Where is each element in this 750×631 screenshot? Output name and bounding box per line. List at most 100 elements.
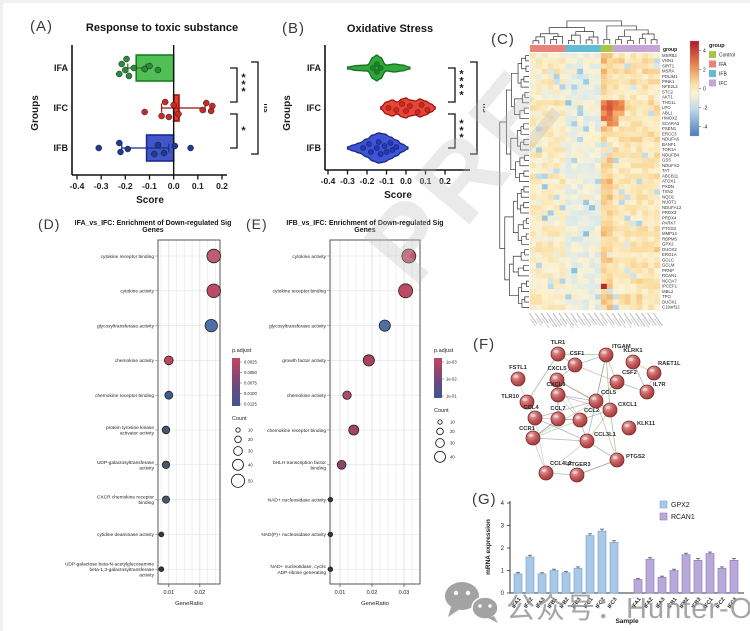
term-label: glycosyltransferase activity <box>97 323 155 329</box>
gene-label: ABCB11 <box>662 173 679 178</box>
sig-bracket <box>230 67 238 103</box>
padjust-gradient <box>232 358 240 406</box>
network-node-label: CCL3L1 <box>594 432 617 438</box>
count-legend-label: 20 <box>248 437 253 442</box>
network-edge <box>605 354 611 411</box>
network-node-ITGAM <box>598 347 614 363</box>
data-point-IFA <box>146 62 153 70</box>
legend-swatch-IFC <box>709 79 716 87</box>
network-node-label: RAET1L <box>658 361 681 367</box>
gene-label: RCAN1 <box>662 273 677 278</box>
term-label: cytokine receptor binding <box>101 254 155 260</box>
gene-label: THG1L <box>662 100 676 105</box>
x-tick-label: IFC3 <box>727 597 739 610</box>
y-tick-label: 2 <box>501 546 505 552</box>
data-point-IFC <box>175 110 182 118</box>
gene-label: GSS <box>662 158 671 163</box>
x-tick-label: 0.2 <box>439 176 451 186</box>
legend-label: IFB <box>719 72 727 78</box>
sig-bracket <box>230 113 238 149</box>
x-tick-label: -0.3 <box>94 181 109 191</box>
panel-label-A: (A) <box>30 18 53 35</box>
data-point-IFB <box>117 148 124 156</box>
data-point-IFB <box>116 139 123 147</box>
legend-swatch-Control <box>709 51 716 58</box>
count-legend-circle <box>235 427 241 433</box>
sig-label: * <box>459 125 464 137</box>
x-tick-label: IFB2 <box>559 597 571 610</box>
x-tick-label: IFB1 <box>667 597 679 610</box>
x-axis-title: GeneRatio <box>175 601 203 607</box>
term-label: glycosyltransferase activity <box>269 323 327 329</box>
x-tick-label: -0.3 <box>340 176 355 186</box>
data-point-IFB <box>151 150 158 158</box>
count-legend-circle <box>234 435 242 444</box>
gene-label: HMOX2 <box>662 116 678 121</box>
gene-label: MSRA <box>662 69 675 74</box>
data-point-IFC <box>170 101 177 109</box>
count-legend-circle <box>230 473 246 488</box>
colorbar-tick-label: 2 <box>703 67 706 73</box>
count-legend-circle <box>437 419 443 425</box>
network-node-label: PTGS2 <box>626 454 645 460</box>
toxic-substance-bar-chart: -0.4 -0.3 -0.2 -0.1 0.0 0.1 0.2 Score IFA IFC IFB G… <box>30 45 267 206</box>
network-node-label: CCL2 <box>584 408 599 414</box>
legend-title: group <box>709 43 725 49</box>
y-axis-title: mRNA expression <box>485 519 492 575</box>
padjust-legend-title: p.adjust <box>232 348 252 354</box>
legend-label: Control <box>719 53 735 59</box>
gene-label: MSRB2 <box>662 53 677 58</box>
annotation-row-label: group <box>663 47 677 53</box>
group-tick-label: IFB <box>54 143 69 153</box>
term-label: chemokine activity <box>115 358 155 364</box>
legend-label: IFA <box>719 62 727 68</box>
legend-label: IFC <box>719 81 727 87</box>
network-node-CSF1 <box>567 357 583 373</box>
panel-E-title: IFB_vs_IFC: Enrichment of Down-regulated… <box>286 220 444 234</box>
enrichment-dot <box>164 355 174 366</box>
y-axis-title: Groups <box>282 95 293 131</box>
panel-E: (E) IFB_vs_IFC: Enrichment of Down-regul… <box>240 212 475 622</box>
data-point-IFB <box>124 145 131 153</box>
gene-label: LPO <box>662 105 671 110</box>
group-tick-label: IFB <box>307 143 322 153</box>
term-label: chemokine receptor binding <box>95 393 154 399</box>
data-point-IFC <box>203 99 210 107</box>
enrichment-dot <box>348 424 360 436</box>
data-point-IFA <box>123 55 130 63</box>
term-label: binding <box>139 500 155 506</box>
data-point-IFB <box>171 142 179 150</box>
data-point-IFC <box>141 108 148 116</box>
count-legend-label: 50 <box>248 478 253 483</box>
x-tick-label: IFC1 <box>583 597 595 610</box>
network-node-label: PTGER3 <box>567 462 591 468</box>
count-legend-circle <box>435 438 445 448</box>
gene-label: MBL2 <box>662 289 674 294</box>
x-tick-label: IFB3 <box>691 597 703 610</box>
x-tick-label: IFA2 <box>643 597 655 610</box>
panel-A-title: Response to toxic substance <box>85 22 239 34</box>
enrichment-dot <box>327 566 334 572</box>
x-tick-label: 0.01 <box>163 590 174 596</box>
panel-F: (F) TLR1 ITGAM KLRK1 RAET1L CSF1 FSTL1 CXCL5 CS… <box>465 330 750 495</box>
network-edge <box>545 440 588 474</box>
legend-swatch-IFB <box>709 70 716 77</box>
padjust-gradient <box>434 358 442 398</box>
network-node-label: CCL5 <box>601 390 617 396</box>
enrichment-dot <box>401 248 417 264</box>
group-tick-label: IFA <box>307 63 322 73</box>
gene-label: NQO1 <box>662 194 675 199</box>
sig-label: * <box>459 83 464 95</box>
gene-label: TXN2 <box>662 189 674 194</box>
term-label: chemokine receptor binding <box>267 428 326 434</box>
network-node-CXCL5 <box>549 372 565 388</box>
network-node-CSF2 <box>609 374 625 390</box>
gene-label: IPCEF1 <box>662 284 678 289</box>
network-edge <box>595 354 607 402</box>
data-point-IFC <box>161 98 169 106</box>
enrichment-dot <box>362 354 375 367</box>
y-tick-label: 1 <box>501 569 505 575</box>
network-edge <box>556 379 581 421</box>
colorbar-tick-label: -4 <box>703 124 708 130</box>
